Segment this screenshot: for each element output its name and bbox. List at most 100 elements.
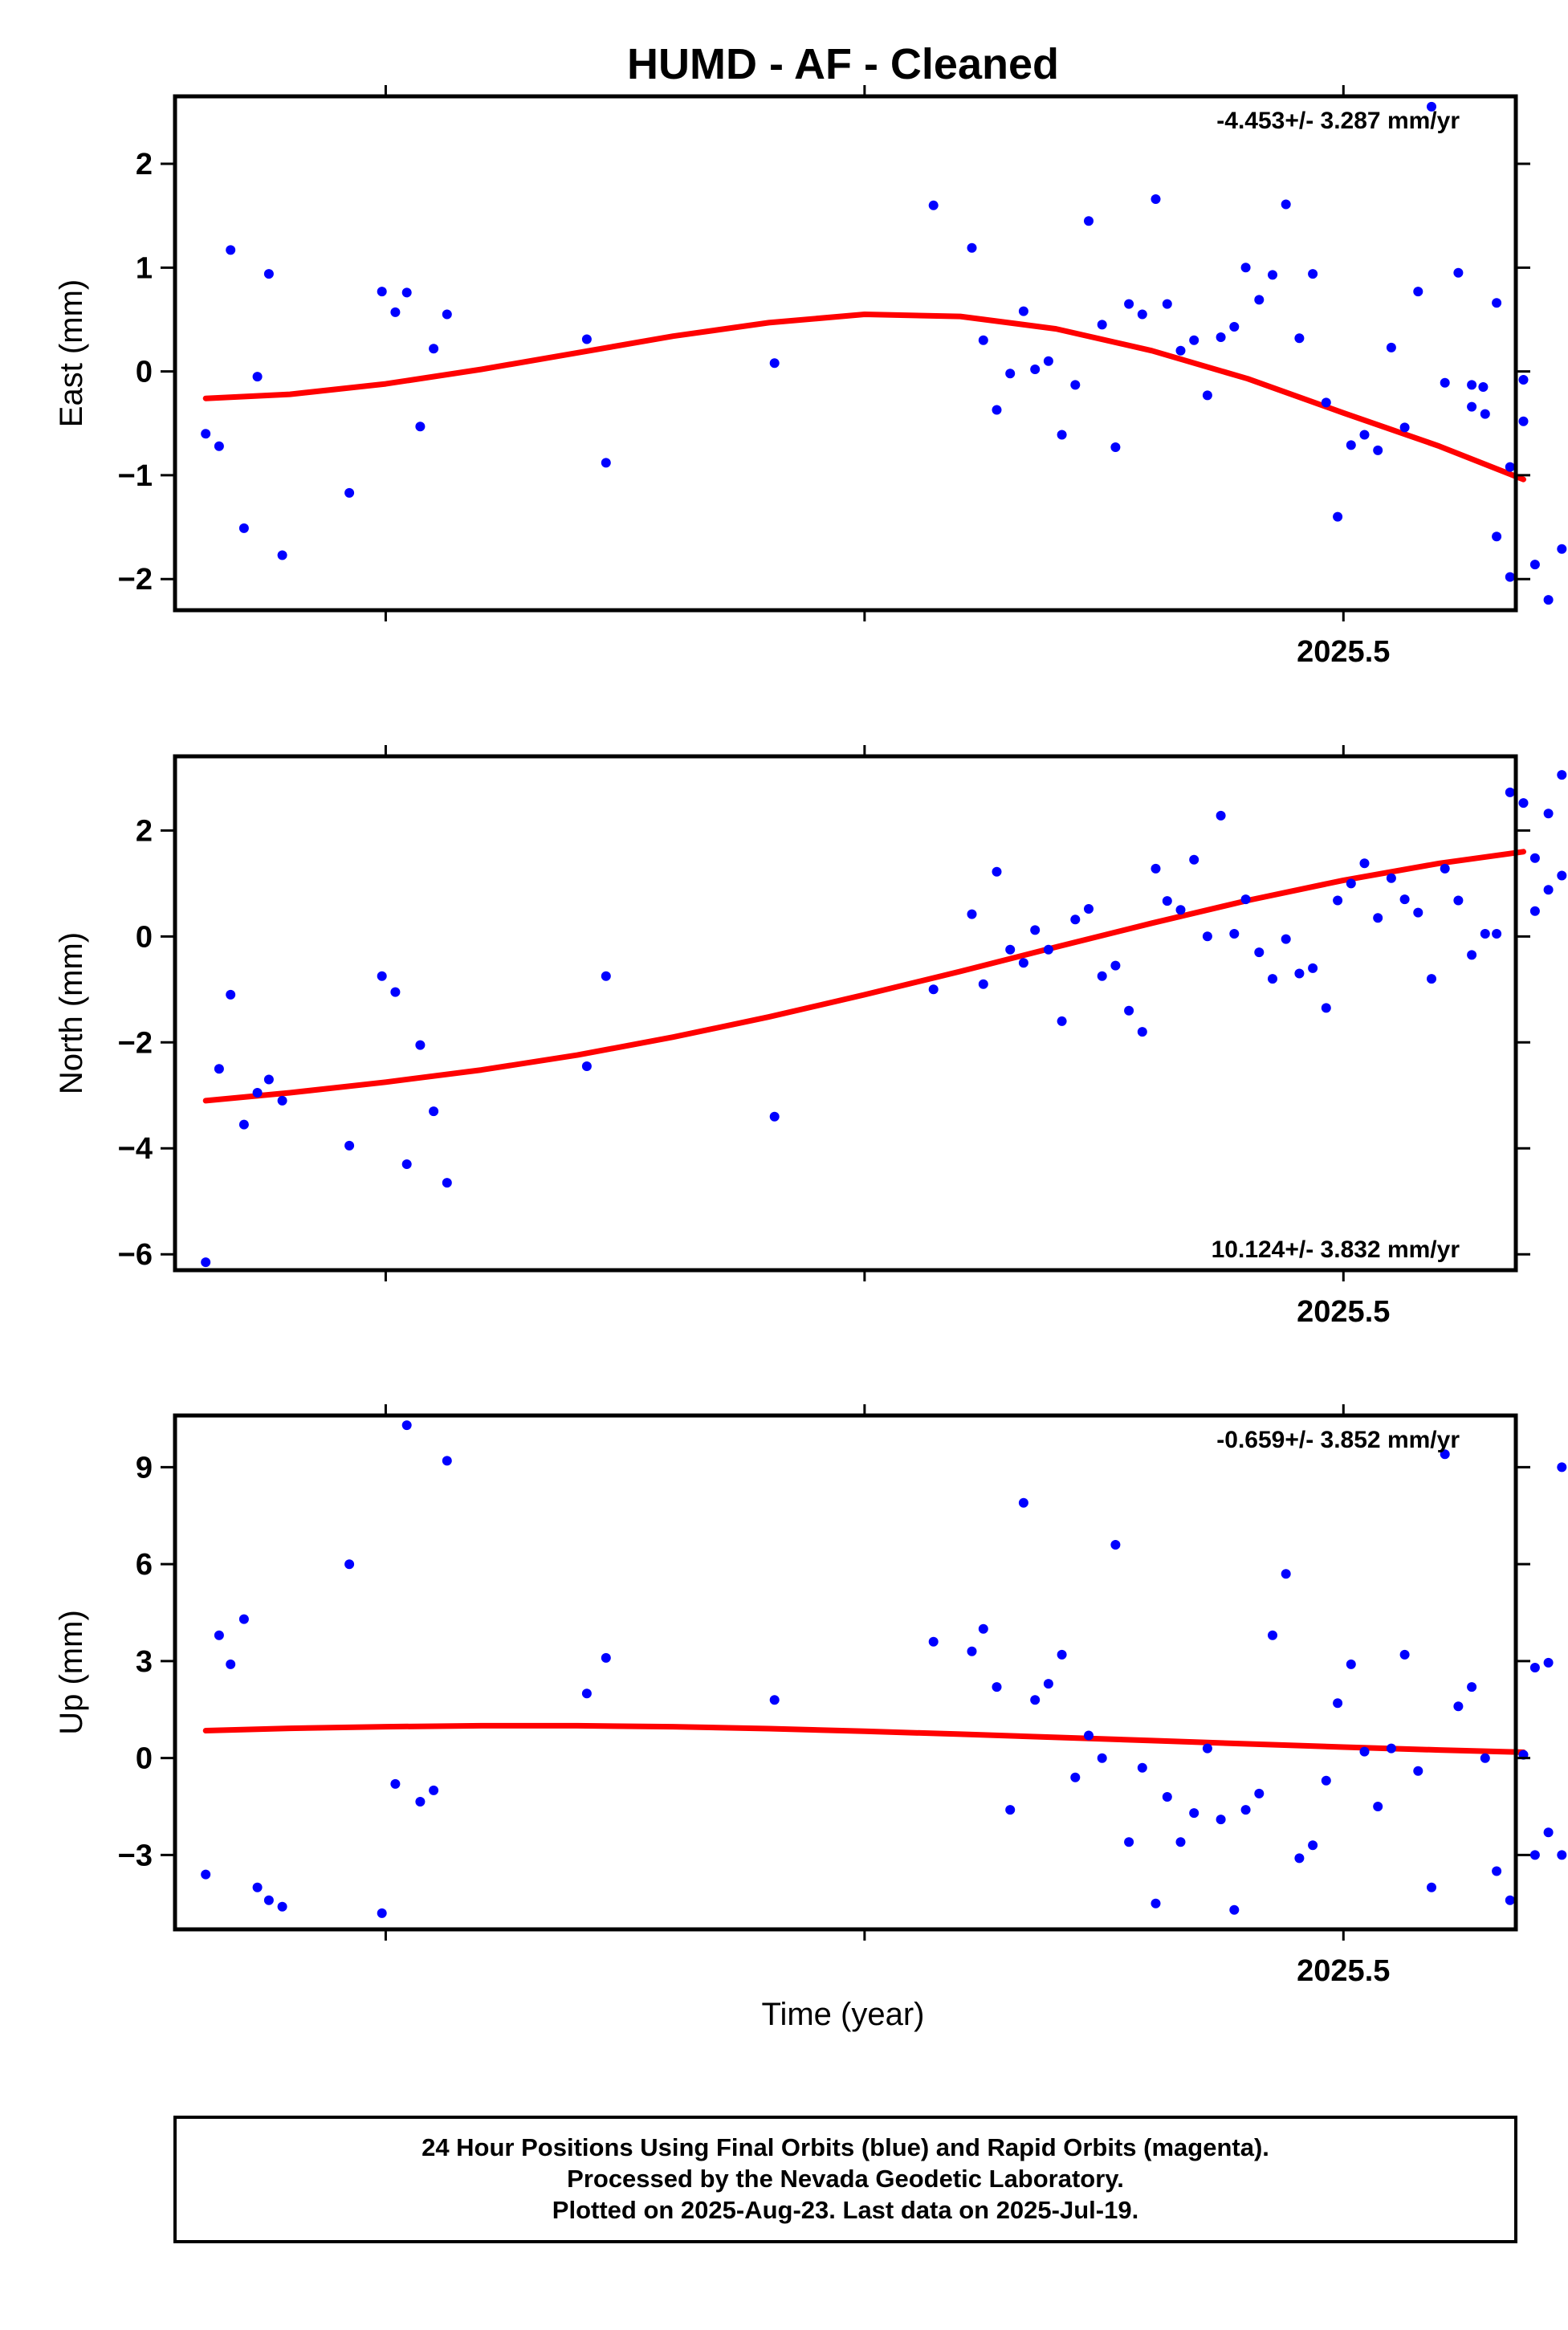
east-point <box>1097 320 1107 330</box>
north-point <box>1202 931 1212 942</box>
east-point <box>1240 263 1251 273</box>
north-point <box>1281 934 1291 944</box>
east-point <box>1294 333 1305 344</box>
north-point <box>1333 895 1343 906</box>
north-point <box>252 1088 263 1098</box>
east-point <box>1492 298 1502 308</box>
north-fit-line <box>202 849 1526 1104</box>
up-point <box>1189 1808 1199 1819</box>
north-point <box>1543 809 1554 819</box>
east-point <box>1427 101 1436 112</box>
north-point <box>214 1064 224 1074</box>
north-point <box>1229 929 1240 939</box>
up-point <box>1399 1649 1410 1660</box>
east-point <box>1333 511 1343 522</box>
north-point <box>601 971 611 981</box>
up-fit-line <box>202 1722 1526 1755</box>
east-point <box>1018 306 1028 316</box>
east-point <box>601 458 611 468</box>
up-point <box>1110 1540 1121 1550</box>
east-point <box>1151 194 1161 204</box>
up-point <box>601 1652 611 1663</box>
up-point <box>1202 1743 1212 1754</box>
east-point <box>1321 397 1331 408</box>
north-point <box>1557 770 1567 780</box>
east-point <box>1505 572 1515 582</box>
east-point <box>1478 382 1489 392</box>
up-point <box>1137 1762 1147 1773</box>
up-point <box>1294 1853 1305 1864</box>
up-point <box>1373 1802 1383 1811</box>
x-axis-label: Time (year) <box>762 1997 925 2032</box>
east-point <box>1216 332 1226 342</box>
east-ytick-label: −2 <box>118 563 153 597</box>
north-point <box>1518 798 1529 809</box>
east-point <box>1399 422 1410 433</box>
east-point <box>1308 269 1318 279</box>
north-point <box>401 1159 412 1169</box>
north-point <box>429 1106 439 1117</box>
east-point <box>1137 309 1147 320</box>
north-point <box>1492 929 1502 939</box>
up-point <box>769 1695 780 1705</box>
north-point <box>1030 925 1041 935</box>
east-point <box>401 287 412 298</box>
footer-line-3: Plotted on 2025-Aug-23. Last data on 202… <box>552 2196 1138 2224</box>
east-point <box>277 550 287 560</box>
north-point <box>1529 906 1540 916</box>
up-point <box>1321 1775 1331 1786</box>
panel-east: −2 −1 0 1 2 2025.5 -4.453+/- 3.287 mm/yr East (… <box>54 85 1567 669</box>
up-y-axis-label: Up (mm) <box>54 1610 89 1735</box>
up-point <box>1005 1805 1016 1815</box>
east-point <box>1492 532 1502 542</box>
north-point <box>201 1257 211 1268</box>
east-point <box>1359 430 1370 440</box>
east-point <box>1373 445 1383 455</box>
north-point <box>1018 958 1028 968</box>
up-point <box>238 1614 249 1624</box>
north-point <box>992 866 1002 877</box>
north-point <box>1480 929 1490 939</box>
east-point <box>992 405 1002 415</box>
panel-up: −3 0 3 6 9 2025.5 -0.659+/- 3.852 mm/yr Up (mm) <box>54 1404 1567 1988</box>
north-point <box>442 1178 452 1188</box>
east-point <box>1268 270 1277 280</box>
east-point <box>928 200 939 210</box>
east-point <box>978 335 988 345</box>
east-point <box>1043 356 1053 366</box>
north-point <box>1216 810 1226 821</box>
east-point <box>1162 299 1172 309</box>
east-point <box>1281 199 1291 210</box>
up-point <box>214 1630 224 1640</box>
north-point <box>1175 905 1186 915</box>
north-frame <box>173 754 1518 1273</box>
north-point <box>1043 944 1053 955</box>
east-point <box>429 344 439 354</box>
north-point <box>1240 894 1251 905</box>
up-point <box>1070 1772 1081 1782</box>
north-point <box>1321 1003 1331 1013</box>
up-point <box>967 1646 977 1656</box>
east-point <box>1467 380 1477 390</box>
up-point <box>1254 1788 1265 1798</box>
north-rate-label: 10.124+/- 3.832 mm/yr <box>1212 1236 1460 1263</box>
up-point <box>1097 1753 1107 1763</box>
north-point <box>1070 914 1081 925</box>
east-point <box>1084 216 1094 226</box>
east-point <box>1480 409 1490 419</box>
up-point <box>429 1785 439 1795</box>
up-point <box>1308 1840 1318 1851</box>
up-point <box>377 1908 387 1918</box>
up-point <box>1346 1659 1356 1669</box>
north-point <box>928 984 939 995</box>
east-ytick-label: 0 <box>136 356 153 389</box>
up-point <box>1543 1657 1554 1668</box>
up-point <box>1467 1682 1477 1693</box>
north-point <box>1386 873 1396 883</box>
north-point <box>238 1119 249 1130</box>
east-point <box>201 429 211 439</box>
up-point <box>992 1682 1002 1693</box>
chart-title: HUMD - AF - Cleaned <box>627 40 1059 88</box>
north-point <box>1151 863 1161 874</box>
